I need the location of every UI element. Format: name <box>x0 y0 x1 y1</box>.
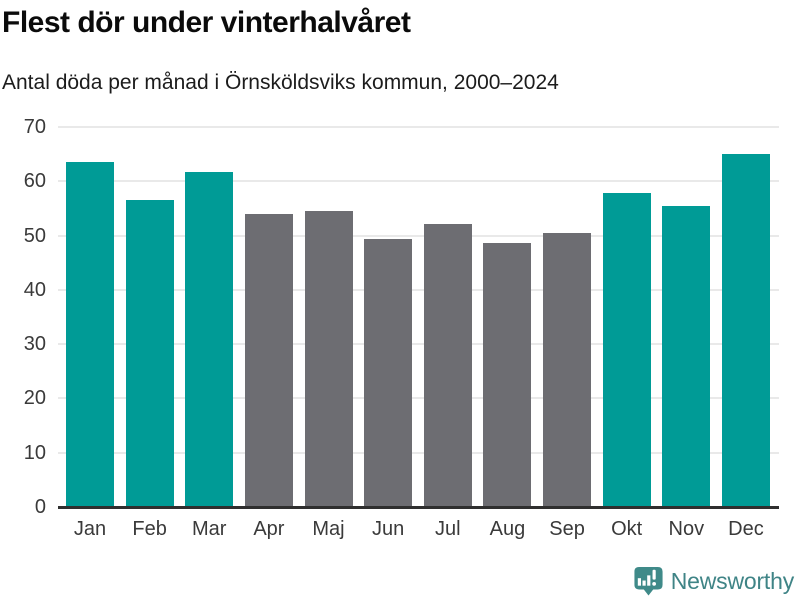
x-axis-label-mar: Mar <box>192 518 227 540</box>
y-axis-tick-10: 10 <box>23 441 46 464</box>
bar-jul <box>423 224 472 507</box>
newsworthy-brand: Newsworthy <box>633 566 794 596</box>
y-axis-tick-20: 20 <box>23 387 46 410</box>
y-axis-tick-40: 40 <box>23 278 46 301</box>
bar-dec <box>721 154 770 507</box>
bar-jun <box>364 238 413 507</box>
gridline-60 <box>58 180 779 183</box>
x-axis-label-feb: Feb <box>132 518 167 540</box>
bar-jan <box>66 162 114 507</box>
y-axis-tick-50: 50 <box>23 224 46 247</box>
gridline-20 <box>58 397 779 400</box>
bar-sep <box>543 232 592 507</box>
x-axis-label-okt: Okt <box>611 518 643 540</box>
y-axis-tick-30: 30 <box>23 333 46 356</box>
y-axis-tick-0: 0 <box>34 496 46 518</box>
x-axis-label-jun: Jun <box>372 518 405 540</box>
chart-subtitle: Antal döda per månad i Örnsköldsviks kom… <box>2 71 559 94</box>
gridline-50 <box>58 234 779 237</box>
x-axis-label-nov: Nov <box>668 518 705 540</box>
x-axis-label-jan: Jan <box>73 518 107 540</box>
gridline-10 <box>58 451 779 454</box>
bar-mar <box>185 171 234 507</box>
x-axis-line <box>58 506 779 509</box>
bar-apr <box>244 213 293 507</box>
bar-maj <box>304 211 353 507</box>
bar-aug <box>483 242 532 507</box>
gridline-40 <box>58 288 779 291</box>
gridline-70 <box>58 126 779 128</box>
gridline-30 <box>58 343 779 346</box>
chart-title: Flest dör under vinterhalvåret <box>2 6 411 39</box>
newsworthy-brand-name: Newsworthy <box>670 567 794 594</box>
x-axis-label-maj: Maj <box>312 518 345 540</box>
x-axis-label-dec: Dec <box>728 518 764 540</box>
bar-nov <box>662 206 711 507</box>
y-axis-tick-70: 70 <box>23 116 46 138</box>
y-axis-tick-60: 60 <box>23 170 46 193</box>
bar-feb <box>125 200 174 507</box>
x-axis-label-sep: Sep <box>549 518 585 540</box>
x-axis-label-aug: Aug <box>489 518 526 540</box>
newsworthy-logo-icon <box>633 566 664 596</box>
x-axis-label-apr: Apr <box>253 518 285 540</box>
bar-okt <box>602 192 651 507</box>
x-axis-label-jul: Jul <box>434 518 461 540</box>
